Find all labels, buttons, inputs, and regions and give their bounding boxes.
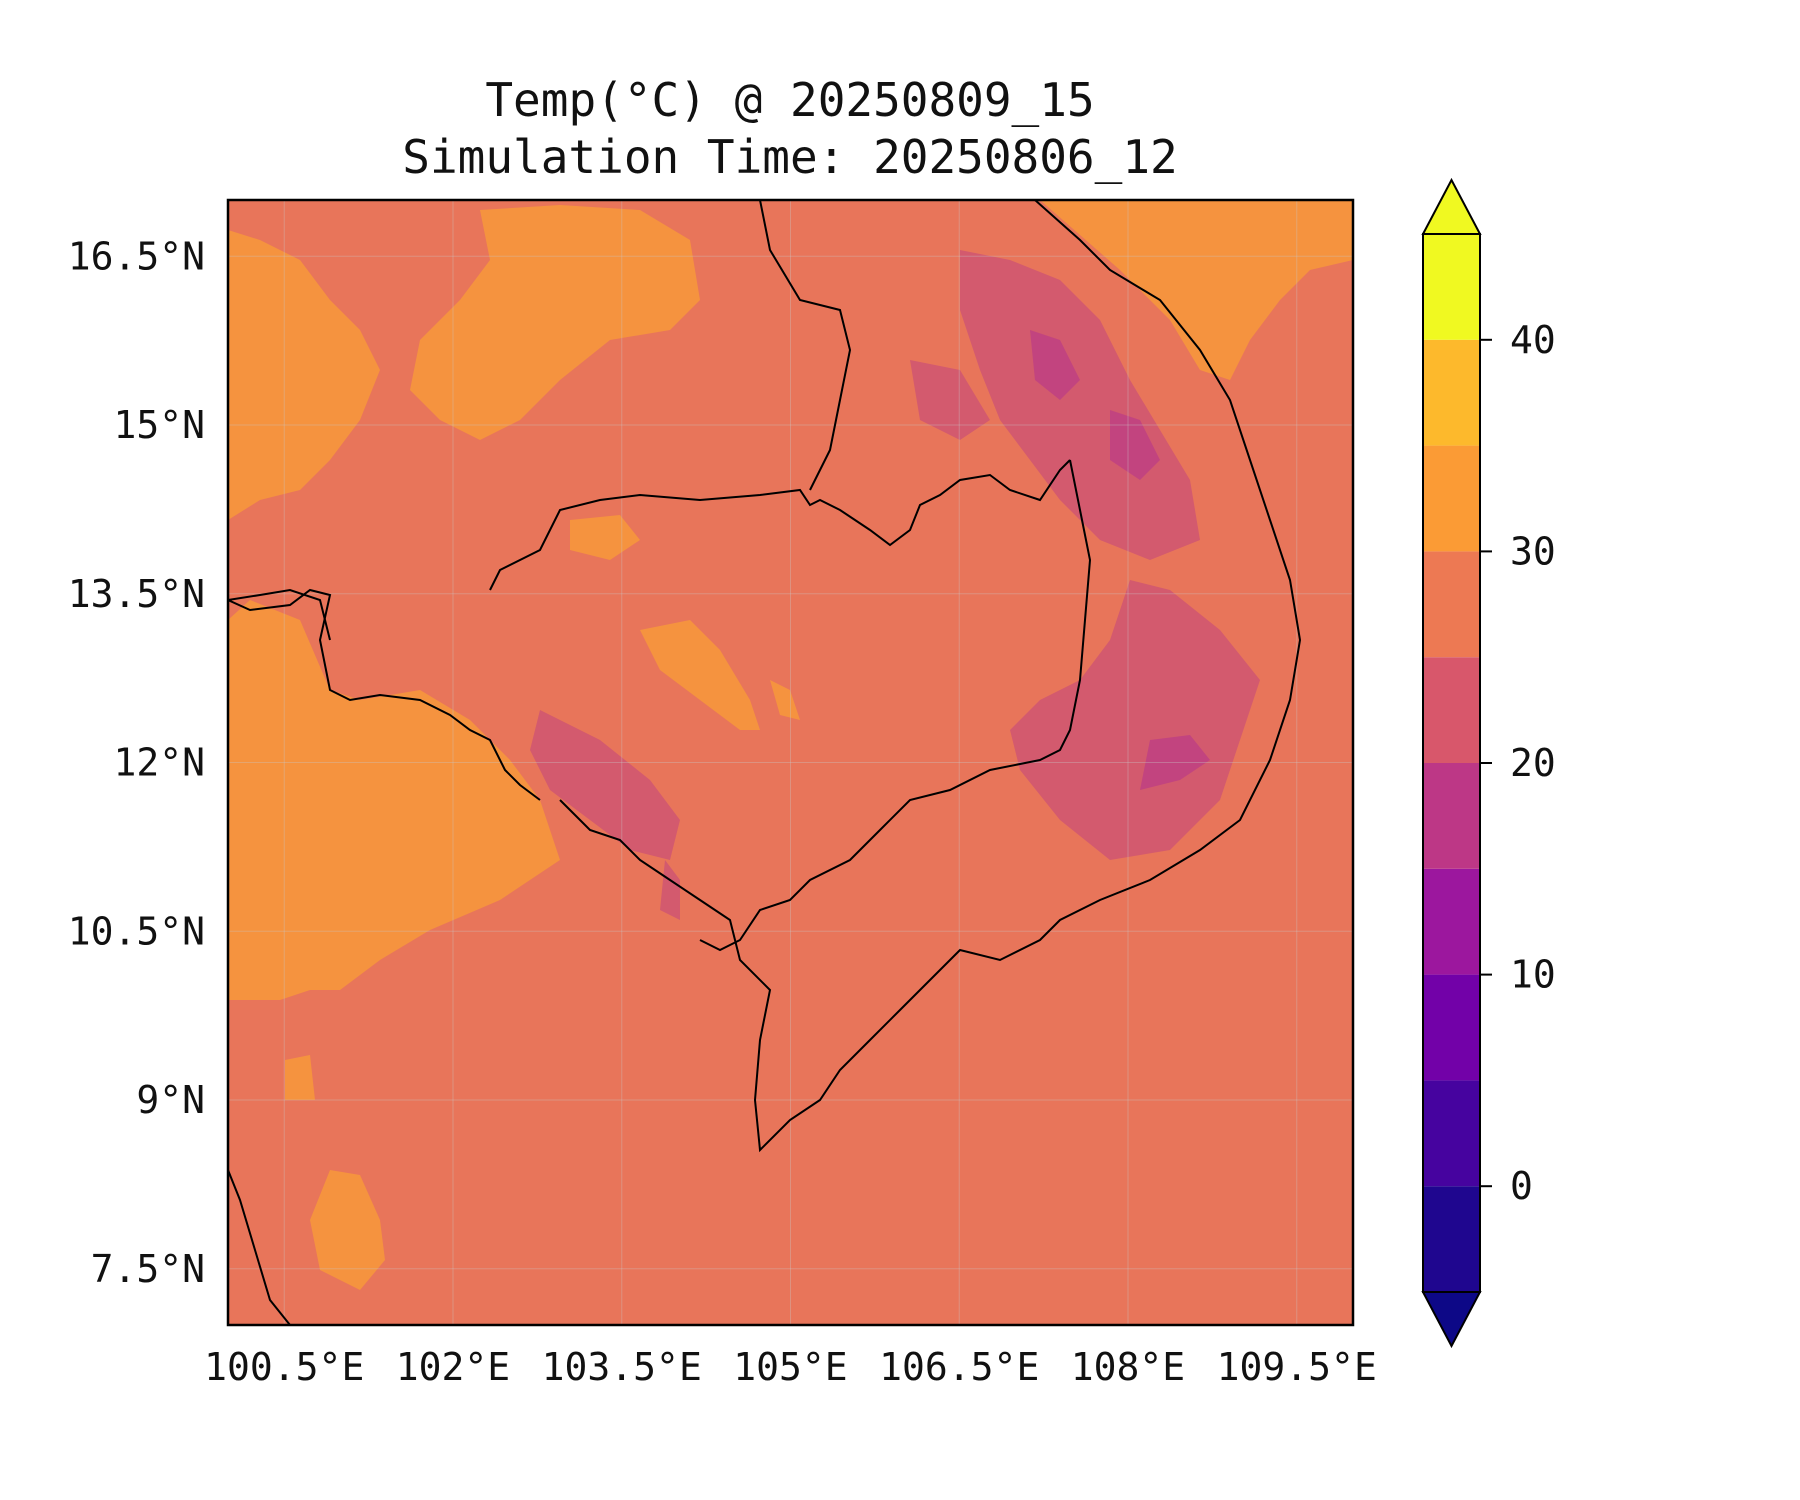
colorbar-tick-label: 10 xyxy=(1510,953,1556,997)
x-axis-ticks: 100.5°E 102°E 103.5°E 105°E 106.5°E 108°E 109.… xyxy=(204,1345,1377,1389)
colorbar-bin xyxy=(1423,339,1480,446)
cool-region-annamite xyxy=(960,250,1200,560)
y-tick-label: 7.5°N xyxy=(91,1247,205,1291)
map-subtitle: Simulation Time: 20250806_12 xyxy=(402,130,1177,184)
colorbar-bin xyxy=(1423,445,1480,552)
y-tick-label: 13.5°N xyxy=(68,572,205,616)
map-frame xyxy=(226,198,1355,1327)
x-tick-label: 109.5°E xyxy=(1217,1345,1377,1389)
warm-region-tonle-sap xyxy=(640,620,760,730)
border-thailand-cambodia-west xyxy=(228,588,331,641)
cool-region-laos-south xyxy=(910,360,990,440)
colorbar-bin xyxy=(1423,763,1480,869)
colorbar-bin xyxy=(1423,1186,1480,1292)
x-tick-label: 100.5°E xyxy=(204,1345,364,1389)
warm-region-small-2 xyxy=(570,515,640,560)
coastlines-and-borders xyxy=(228,200,1302,1325)
cooler-region-2 xyxy=(1030,330,1080,400)
map-field xyxy=(228,200,1353,1325)
warm-region-southwest xyxy=(310,1170,385,1290)
cool-region-central-highlands xyxy=(1010,580,1260,860)
x-tick-label: 102°E xyxy=(396,1345,510,1389)
x-tick-label: 105°E xyxy=(733,1345,847,1389)
y-tick-label: 15°N xyxy=(113,403,205,447)
colorbar-bin xyxy=(1423,551,1480,658)
x-tick-label: 106.5°E xyxy=(879,1345,1039,1389)
warm-region-north-central xyxy=(410,205,700,440)
cool-region-cardamom xyxy=(530,710,680,860)
warm-region-small-3 xyxy=(285,1055,315,1100)
colorbar-bin xyxy=(1423,234,1480,340)
colorbar-bin xyxy=(1423,974,1480,1081)
warm-region-small-1 xyxy=(770,680,800,720)
x-tick-label: 103.5°E xyxy=(542,1345,702,1389)
cooler-temperature-regions xyxy=(1030,330,1210,790)
coastline-malaysia xyxy=(228,1169,291,1325)
y-tick-label: 16.5°N xyxy=(68,234,205,278)
y-tick-label: 9°N xyxy=(136,1078,205,1122)
cool-region-small xyxy=(660,860,680,920)
colorbar-tick-label: 40 xyxy=(1510,318,1556,362)
coastline-thailand-west xyxy=(228,588,541,801)
border-cambodia-north xyxy=(489,459,1071,591)
colorbar-tick-label: 0 xyxy=(1510,1164,1533,1208)
border-cambodia-east xyxy=(699,459,1092,952)
warm-temperature-regions xyxy=(228,200,1353,1290)
colorbar-tick-label: 20 xyxy=(1510,741,1556,785)
colorbar-extend-max xyxy=(1421,177,1482,235)
cooler-region-1 xyxy=(1110,410,1160,480)
cool-temperature-regions xyxy=(530,250,1260,920)
map-gridlines xyxy=(228,200,1353,1325)
colorbar: 40 30 20 10 0 xyxy=(1421,177,1556,1349)
colorbar-extend-min xyxy=(1421,1291,1482,1349)
warm-region-gulf xyxy=(228,600,560,1000)
warm-region-northeast xyxy=(1040,200,1353,380)
coastline-vietnam xyxy=(559,200,1302,1153)
colorbar-tick-label: 30 xyxy=(1510,529,1556,573)
y-tick-label: 12°N xyxy=(113,741,205,785)
colorbar-bin xyxy=(1423,657,1480,763)
x-tick-label: 108°E xyxy=(1071,1345,1185,1389)
y-tick-label: 10.5°N xyxy=(68,909,205,953)
y-axis-ticks: 16.5°N 15°N 13.5°N 12°N 10.5°N 9°N 7.5°N xyxy=(68,234,205,1291)
border-laos xyxy=(759,200,852,491)
colorbar-bin xyxy=(1423,868,1480,975)
colorbar-bin xyxy=(1423,1080,1480,1187)
map-title: Temp(°C) @ 20250809_15 xyxy=(485,73,1094,127)
cooler-region-3 xyxy=(1140,735,1210,790)
warm-region-northwest xyxy=(228,230,380,520)
